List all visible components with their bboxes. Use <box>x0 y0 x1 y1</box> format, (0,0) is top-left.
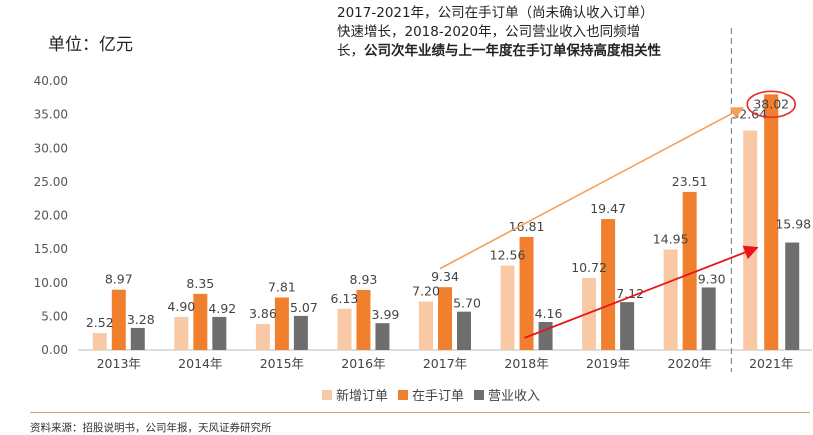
bar <box>274 297 289 350</box>
legend-swatch-backlog <box>398 389 409 400</box>
y-tick-label: 40.00 <box>34 74 68 88</box>
bar <box>743 130 758 350</box>
trend-arrow-red <box>524 245 759 339</box>
bar <box>255 324 270 350</box>
bar <box>337 308 352 350</box>
bar <box>701 287 716 350</box>
bar <box>682 191 697 350</box>
legend-label-new-orders: 新增订单 <box>336 389 389 404</box>
bar <box>601 219 616 350</box>
data-label: 4.92 <box>208 301 236 316</box>
bar <box>620 302 635 350</box>
trend-arrow-orange <box>439 107 745 270</box>
data-label: 2.52 <box>86 315 114 330</box>
data-label: 5.70 <box>453 296 481 311</box>
y-tick-label: 35.00 <box>34 108 68 122</box>
y-tick-label: 30.00 <box>34 141 68 155</box>
annotation-text: 2017-2021年，公司在手订单（尚未确认收入订单）快速增长，2018-202… <box>337 4 667 61</box>
unit-label: 单位：亿元 <box>48 35 133 55</box>
data-label: 16.81 <box>509 219 545 234</box>
legend-label-revenue: 营业收入 <box>488 389 541 404</box>
bar <box>193 293 208 350</box>
y-tick-label: 15.00 <box>34 242 68 256</box>
y-tick-label: 25.00 <box>34 175 68 189</box>
data-label: 8.93 <box>350 272 378 287</box>
highlight-circle <box>746 90 797 119</box>
bar <box>538 322 553 350</box>
bar <box>111 289 126 350</box>
data-label: 9.30 <box>698 271 726 286</box>
bar <box>174 317 189 350</box>
bar <box>212 316 227 350</box>
data-label: 3.28 <box>127 312 155 327</box>
data-label: 4.90 <box>167 299 195 314</box>
x-tick-label: 2015年 <box>260 356 304 371</box>
data-label: 38.02 <box>753 96 789 111</box>
y-tick-label: 0.00 <box>41 343 68 357</box>
bar <box>92 333 107 350</box>
y-tick-label: 10.00 <box>34 276 68 290</box>
data-label: 3.86 <box>249 306 277 321</box>
x-tick-label: 2016年 <box>341 356 385 371</box>
legend-swatch-new-orders <box>322 389 332 400</box>
data-label: 12.56 <box>490 248 526 263</box>
x-tick-label: 2019年 <box>586 356 630 371</box>
legend: 新增订单 在手订单 营业收入 <box>322 385 550 404</box>
data-label: 9.34 <box>431 269 459 284</box>
y-tick-label: 20.00 <box>34 209 68 223</box>
data-label: 23.51 <box>672 174 708 189</box>
x-tick-label: 2014年 <box>178 356 222 371</box>
source-divider <box>30 412 810 413</box>
bar <box>582 277 597 350</box>
data-label: 6.13 <box>331 291 359 306</box>
data-label: 8.35 <box>186 276 214 291</box>
annotation-bold: 公司次年业绩与上一年度在手订单保持高度相关性 <box>364 43 661 59</box>
data-label: 8.97 <box>105 272 133 287</box>
bar <box>764 94 779 351</box>
data-label: 4.16 <box>535 306 563 321</box>
data-label: 7.20 <box>412 284 440 299</box>
data-label: 14.95 <box>653 231 689 246</box>
bar <box>293 315 308 350</box>
legend-item-new-orders: 新增订单 <box>322 385 388 404</box>
bar-chart: 0.00 5.00 10.00 15.00 20.00 25.00 30.00 35.00 40… <box>34 28 812 372</box>
bar <box>438 287 452 350</box>
bar <box>500 265 515 350</box>
legend-swatch-revenue <box>474 389 485 400</box>
bar <box>519 236 534 350</box>
bar <box>130 327 145 350</box>
data-label: 10.72 <box>571 260 607 275</box>
x-tick-label: 2018年 <box>504 356 548 371</box>
bar <box>785 242 800 350</box>
bar <box>375 323 390 350</box>
bar <box>356 289 371 350</box>
data-label: 7.12 <box>616 286 644 301</box>
bar <box>663 249 678 350</box>
x-tick-label: 2013年 <box>97 356 141 371</box>
data-label: 15.98 <box>775 217 811 232</box>
bar <box>457 311 471 350</box>
legend-item-backlog: 在手订单 <box>398 385 464 404</box>
data-label: 19.47 <box>590 201 626 216</box>
x-tick-label: 2021年 <box>749 356 793 371</box>
legend-label-backlog: 在手订单 <box>412 389 465 404</box>
data-label: 3.99 <box>372 307 400 322</box>
legend-item-revenue: 营业收入 <box>474 385 540 404</box>
source-note: 资料来源：招股说明书，公司年报，天风证券研究所 <box>30 422 272 434</box>
data-label: 7.81 <box>268 279 296 294</box>
annotation-normal: 2017-2021年，公司在手订单（尚未确认收入订单）快速增长，2018-202… <box>337 5 654 59</box>
y-tick-label: 5.00 <box>41 309 68 323</box>
x-tick-label: 2020年 <box>668 356 712 371</box>
bar <box>419 301 433 350</box>
data-label: 5.07 <box>290 300 318 315</box>
x-tick-label: 2017年 <box>423 356 467 371</box>
